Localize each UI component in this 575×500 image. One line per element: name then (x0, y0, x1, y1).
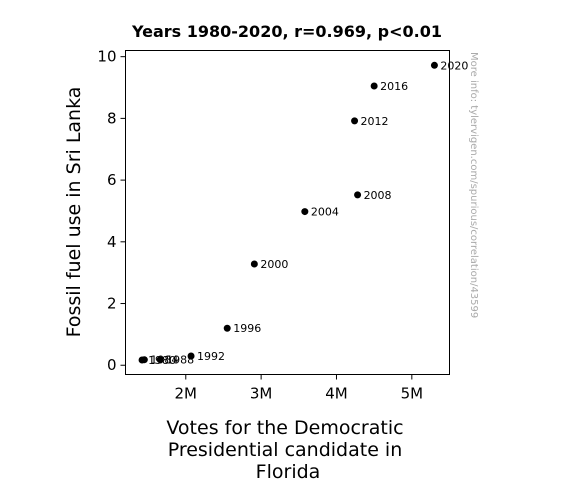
x-axis-label-line-1: Votes for the Democratic (166, 417, 403, 439)
data-point-label: 1996 (233, 322, 261, 335)
y-tick-label: 4 (107, 233, 117, 251)
data-point-label: 2000 (260, 258, 288, 271)
data-point (430, 61, 438, 69)
x-axis: 2M 3M 4M 5M (175, 374, 424, 403)
data-point (156, 356, 164, 364)
y-tick-label: 2 (107, 295, 117, 313)
plot-area (125, 50, 450, 375)
x-axis-label-line-2: Presidential candidate in (168, 439, 403, 461)
x-axis-label: Votes for the Democratic Presidential ca… (166, 417, 409, 483)
data-point-label: 2020 (440, 59, 468, 72)
x-tick-label: 3M (250, 385, 273, 403)
data-point (351, 117, 359, 125)
data-point (370, 82, 378, 90)
data-point (250, 260, 258, 268)
x-tick-label: 4M (325, 385, 348, 403)
watermark-text: More info: tylervigen.com/spurious/corre… (468, 52, 479, 318)
data-point-label: 1988 (166, 354, 194, 367)
x-tick-label: 2M (175, 385, 198, 403)
y-tick-label: 0 (107, 356, 117, 374)
data-point (140, 356, 148, 364)
data-point (354, 191, 362, 199)
y-axis: 0 2 4 6 8 10 (97, 48, 126, 374)
data-point-label: 1992 (197, 350, 225, 363)
y-axis-label: Fossil fuel use in Sri Lanka (63, 87, 85, 338)
data-point (223, 324, 231, 332)
chart-title: Years 1980-2020, r=0.969, p<0.01 (131, 22, 442, 41)
data-point-label: 2008 (364, 189, 392, 202)
y-tick-label: 6 (107, 171, 117, 189)
data-point-label: 2004 (311, 206, 339, 219)
y-tick-label: 10 (97, 48, 116, 66)
data-point-label: 2012 (361, 115, 389, 128)
data-point (301, 208, 309, 216)
x-axis-label-line-3: Florida (256, 461, 321, 483)
data-point-label: 2016 (380, 80, 408, 93)
x-tick-label: 5M (401, 385, 424, 403)
data-point-label: 1984 (150, 354, 178, 367)
data-point (187, 352, 195, 360)
y-tick-label: 8 (107, 109, 117, 127)
data-points: 1980198419881992199620002004200820122016… (138, 59, 468, 367)
